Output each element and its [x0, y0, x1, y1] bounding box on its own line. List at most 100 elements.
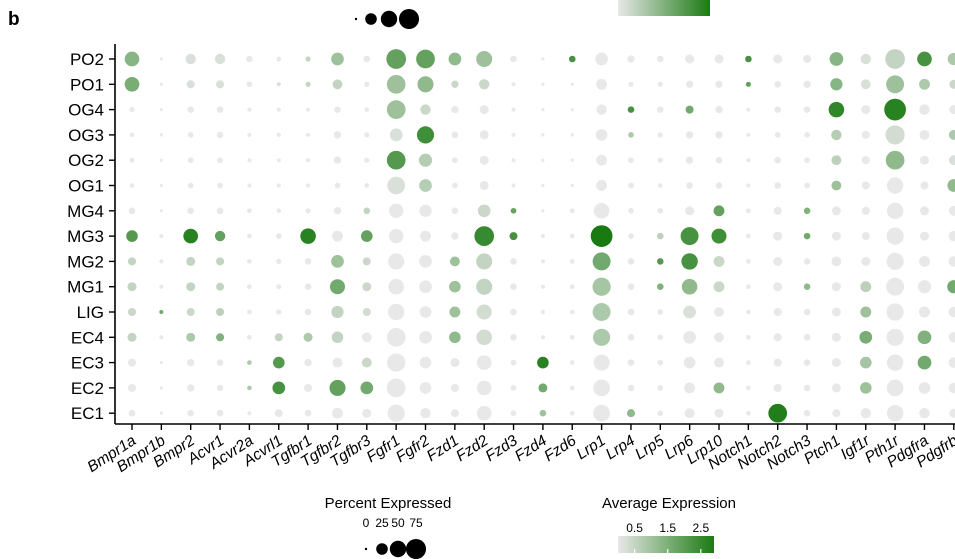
dot-EC2-Acvr1 — [216, 384, 224, 392]
dot-EC3-Fgfr1 — [387, 353, 406, 372]
dot-EC2-Pdgfrb — [948, 382, 955, 394]
dot-LIG-Lrp1 — [592, 303, 611, 321]
top-size-legend-dot — [365, 13, 377, 25]
dot-EC4-Tgfbr2 — [331, 331, 344, 344]
dot-PO1-Acvr2a — [246, 81, 253, 88]
dot-PO1-Fgfr1 — [386, 74, 406, 94]
size-legend-tick: 0 — [363, 516, 370, 530]
dot-PO2-Fzd6 — [569, 55, 576, 63]
dot-MG2-Fgfr1 — [388, 253, 405, 270]
dot-EC2-Fzd3 — [510, 385, 517, 391]
dot-MG3-Tgfbr1 — [300, 228, 316, 244]
dot-PO1-Tgfbr1 — [305, 81, 311, 87]
dot-EC2-Notch3 — [803, 384, 811, 392]
dot-OG3-Lrp4 — [628, 132, 634, 138]
dot-OG2-Lrp4 — [628, 157, 634, 164]
dot-OG2-Acvr1 — [217, 157, 223, 164]
dot-EC4-Acvrl1 — [274, 333, 283, 342]
size-legend-tick: 25 — [375, 516, 389, 530]
dot-EC1-Tgfbr1 — [304, 409, 312, 417]
dot-OG4-Pth1r — [884, 98, 906, 121]
dot-EC4-Acvr1 — [216, 333, 225, 342]
dot-EC3-Fzd3 — [510, 359, 517, 366]
dot-MG1-Fzd1 — [449, 280, 461, 293]
dot-EC1-Acvr1 — [216, 409, 224, 417]
dot-LIG-Tgfbr2 — [331, 305, 344, 319]
dot-PO2-Lrp1 — [595, 52, 608, 66]
dot-MG4-Pth1r — [886, 202, 904, 219]
dot-MG1-Fzd6 — [569, 284, 575, 290]
dot-MG2-Tgfbr3 — [362, 257, 371, 266]
dot-OG1-Fgfr1 — [387, 176, 406, 195]
dot-EC4-Fzd1 — [449, 331, 461, 344]
dot-EC4-Tgfbr3 — [361, 332, 372, 343]
dot-EC2-Lrp1 — [593, 379, 610, 397]
dot-OG1-Pdgfra — [920, 181, 929, 190]
dot-EC3-Pth1r — [886, 354, 904, 371]
dot-OG1-Acvr1 — [217, 182, 223, 189]
dot-MG4-Ptch1 — [831, 206, 841, 216]
dot-MG2-Bmpr2 — [186, 256, 196, 266]
dot-EC2-Pth1r — [886, 379, 904, 397]
dot-OG1-Bmpr2 — [187, 182, 194, 189]
dot-EC1-Fzd1 — [450, 409, 459, 418]
dot-OG1-Bmpr1b — [159, 183, 163, 188]
dot-MG1-Igf1r — [860, 281, 872, 293]
dot-PO1-Fzd6 — [570, 82, 574, 86]
dot-OG4-Fzd2 — [479, 105, 489, 115]
dot-OG4-Fgfr2 — [420, 104, 431, 115]
dot-OG2-Bmpr1b — [159, 158, 163, 162]
dot-MG1-Acvr2a — [247, 284, 252, 290]
dot-OG1-Fzd6 — [570, 183, 574, 188]
dot-EC3-Bmpr1a — [127, 358, 137, 367]
dot-OG3-Notch2 — [774, 132, 781, 138]
dot-MG3-Lrp5 — [657, 232, 664, 240]
dot-EC1-Bmpr1a — [128, 409, 136, 417]
dot-EC1-Bmpr2 — [187, 409, 194, 417]
dot-LIG-Fgfr1 — [388, 303, 405, 321]
dot-MG4-Fzd4 — [541, 209, 545, 213]
dot-EC3-Fzd4 — [537, 356, 549, 369]
dot-MG2-Tgfbr2 — [331, 255, 344, 268]
dot-EC2-Bmpr2 — [187, 384, 195, 392]
dot-EC3-Ptch1 — [831, 358, 841, 368]
dot-OG3-Lrp6 — [685, 131, 694, 139]
dot-EC4-Bmpr1b — [159, 335, 164, 340]
dot-OG3-Notch3 — [804, 132, 810, 138]
dot-OG2-Fzd3 — [511, 158, 516, 163]
dot-PO2-Notch2 — [773, 54, 783, 64]
dot-OG2-Lrp5 — [657, 157, 663, 163]
dot-OG2-Ptch1 — [831, 155, 842, 166]
dot-LIG-Bmpr2 — [186, 307, 195, 317]
dot-EC3-Lrp5 — [657, 359, 664, 366]
dot-OG3-Bmpr1a — [129, 132, 135, 138]
dot-LIG-Fgfr2 — [419, 306, 432, 318]
dot-marks — [124, 49, 955, 423]
dot-MG3-Lrp1 — [590, 225, 613, 247]
dot-MG4-Igf1r — [861, 206, 870, 215]
dot-OG3-Acvr1 — [216, 131, 224, 139]
color-legend-tick: 1.5 — [659, 521, 676, 535]
dot-LIG-Acvr1 — [216, 307, 225, 317]
dot-PO2-Lrp10 — [714, 54, 724, 64]
cluster-label: MG1 — [67, 278, 104, 297]
dot-OG4-Bmpr1a — [129, 107, 135, 113]
dot-MG1-Lrp1 — [592, 277, 611, 296]
dot-MG3-Pdgfrb — [948, 230, 955, 242]
dot-EC2-Lrp5 — [657, 385, 664, 391]
dot-EC4-Fgfr1 — [386, 327, 406, 347]
dot-OG4-Lrp10 — [715, 105, 723, 114]
dot-MG3-Bmpr1b — [159, 234, 164, 239]
dot-EC3-Tgfbr2 — [332, 357, 343, 368]
dot-EC4-Pth1r — [886, 328, 904, 346]
dot-MG2-Lrp5 — [657, 258, 664, 265]
dot-EC4-Fgfr2 — [419, 330, 432, 344]
dot-EC4-Notch1 — [746, 334, 751, 340]
dot-EC1-Igf1r — [860, 408, 871, 419]
dot-MG2-Lrp1 — [592, 252, 611, 271]
dot-OG2-Tgfbr3 — [364, 157, 370, 163]
dot-OG2-Tgfbr1 — [306, 158, 311, 163]
dot-OG4-Fzd4 — [541, 107, 545, 112]
dot-MG4-Tgfbr3 — [363, 207, 371, 215]
dot-PO1-Fzd4 — [541, 82, 545, 86]
